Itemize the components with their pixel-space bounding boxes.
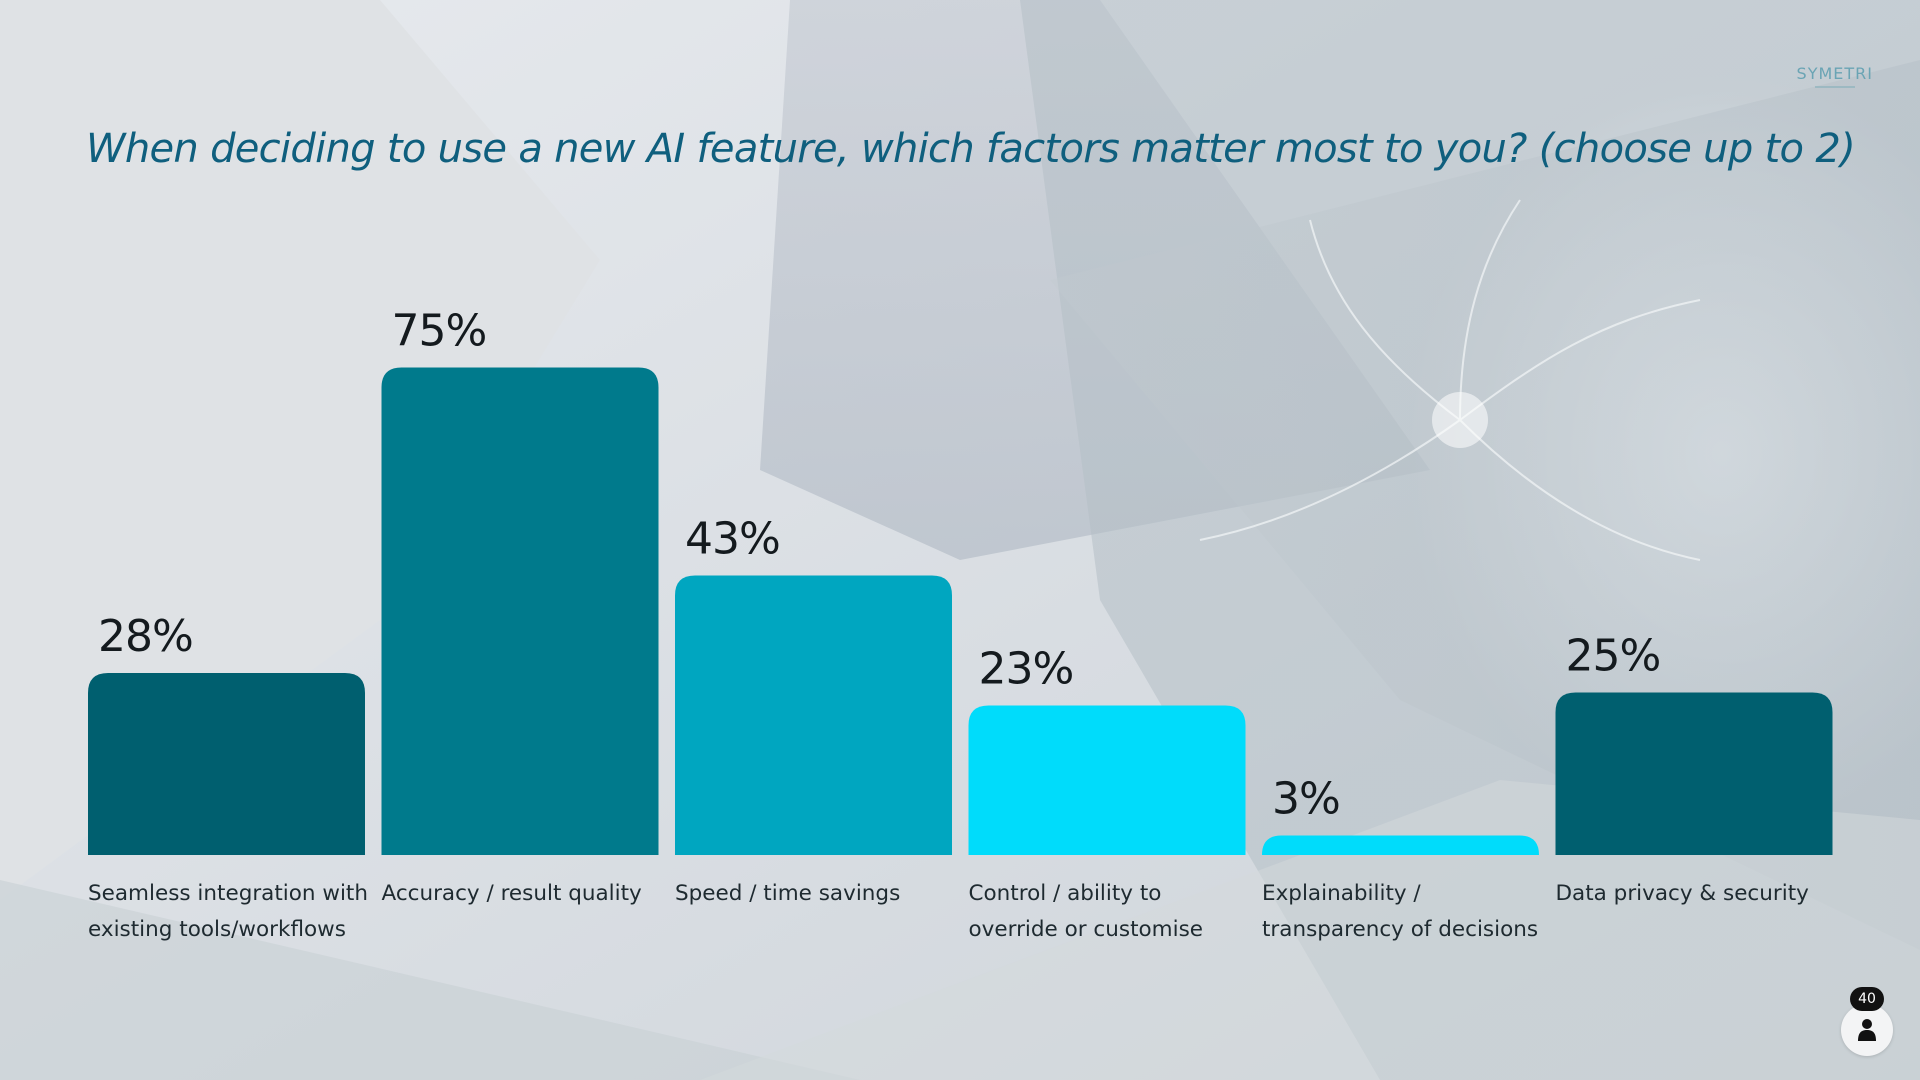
bar-6 [1555, 692, 1833, 855]
bar-3 [675, 575, 952, 855]
category-label-line: Speed / time savings [675, 881, 901, 906]
person-icon [1858, 1019, 1876, 1041]
brand-logo-text: SYMETRI [1796, 64, 1873, 83]
category-label-line: Explainability / [1262, 881, 1421, 906]
category-label-line: override or customise [968, 917, 1204, 942]
category-label-4: Control / ability to override or customis… [969, 876, 1260, 948]
bar-1 [88, 673, 365, 855]
category-label-line: transparency of decisions [1262, 917, 1539, 942]
category-label-line: existing tools/workflows [88, 917, 346, 942]
brand-logo-underline [1814, 86, 1855, 88]
category-label-line: Control / ability to [968, 881, 1162, 906]
value-label-4: 23% [979, 644, 1074, 695]
participants-count: 40 [1850, 987, 1884, 1011]
value-label-6: 25% [1566, 631, 1661, 682]
category-label-6: Data privacy & security [1556, 876, 1847, 912]
category-label-5: Explainability / transparency of decision… [1262, 876, 1553, 948]
category-label-line: Accuracy / result quality [381, 881, 642, 906]
category-label-line: Seamless integration with [88, 881, 368, 906]
value-label-5: 3% [1272, 774, 1340, 825]
category-label-2: Accuracy / result quality [382, 876, 673, 912]
category-label-line: Data privacy & security [1555, 881, 1809, 906]
question-title: When deciding to use a new AI feature, w… [86, 126, 1856, 172]
bar-4 [968, 705, 1246, 855]
value-label-3: 43% [685, 514, 780, 565]
value-label-1: 28% [98, 611, 193, 662]
category-label-3: Speed / time savings [675, 876, 966, 912]
value-label-2: 75% [392, 306, 487, 357]
participants-button[interactable] [1841, 1004, 1893, 1056]
category-label-1: Seamless integration with existing tools/… [88, 876, 379, 948]
bar-2 [381, 367, 659, 855]
bar-5 [1262, 835, 1539, 855]
brand-logo: SYMETRI [1797, 64, 1873, 88]
category-labels: Seamless integration with existing tools/… [0, 876, 1920, 956]
